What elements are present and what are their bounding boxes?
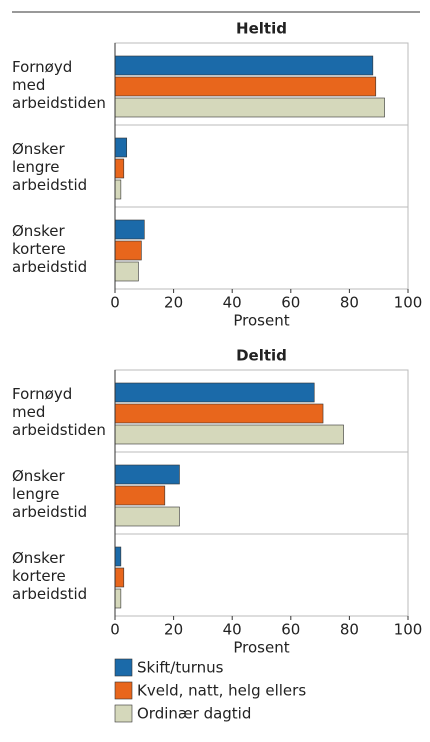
bar [114,464,180,485]
x-axis-label: Prosent [233,312,289,330]
x-tick-label: 20 [164,621,183,639]
legend-label: Skift/turnus [137,659,224,677]
bar [114,55,374,76]
x-tick-label: 40 [223,294,242,312]
chart-title: Heltid [236,20,287,38]
x-tick-label: 100 [394,621,423,639]
legend-swatch [114,658,133,677]
legend-label: Kveld, natt, helg ellers [137,682,306,700]
x-tick-label: 60 [281,294,300,312]
bar [114,588,122,609]
x-tick-label: 20 [164,294,183,312]
chart-title: Deltid [236,347,287,365]
bar [114,382,315,403]
x-tick-label: 0 [110,294,120,312]
bar [114,97,385,118]
bar [114,219,145,240]
x-tick-label: 80 [340,294,359,312]
category-label: Ønsker kortere arbeidstid [12,549,88,603]
bar [114,137,128,158]
category-label: Fornøyd med arbeidstiden [12,385,106,439]
bar [114,403,324,424]
bar [114,506,180,527]
legend-swatch [114,681,133,700]
bar [114,158,125,179]
category-label: Ønsker kortere arbeidstid [12,222,88,276]
bar [114,567,125,588]
x-axis-label: Prosent [233,639,289,657]
legend-label: Ordinær dagtid [137,705,251,723]
x-tick-label: 60 [281,621,300,639]
x-tick-label: 100 [394,294,423,312]
bar [114,76,377,97]
category-label: Ønsker lengre arbeidstid [12,140,88,194]
bar [114,485,166,506]
bar [114,179,122,200]
x-tick-label: 0 [110,621,120,639]
bar [114,546,122,567]
x-tick-label: 80 [340,621,359,639]
category-label: Ønsker lengre arbeidstid [12,467,88,521]
bar [114,240,142,261]
x-tick-label: 40 [223,621,242,639]
legend-swatch [114,704,133,723]
category-label: Fornøyd med arbeidstiden [12,58,106,112]
bar [114,424,344,445]
bar [114,261,139,282]
